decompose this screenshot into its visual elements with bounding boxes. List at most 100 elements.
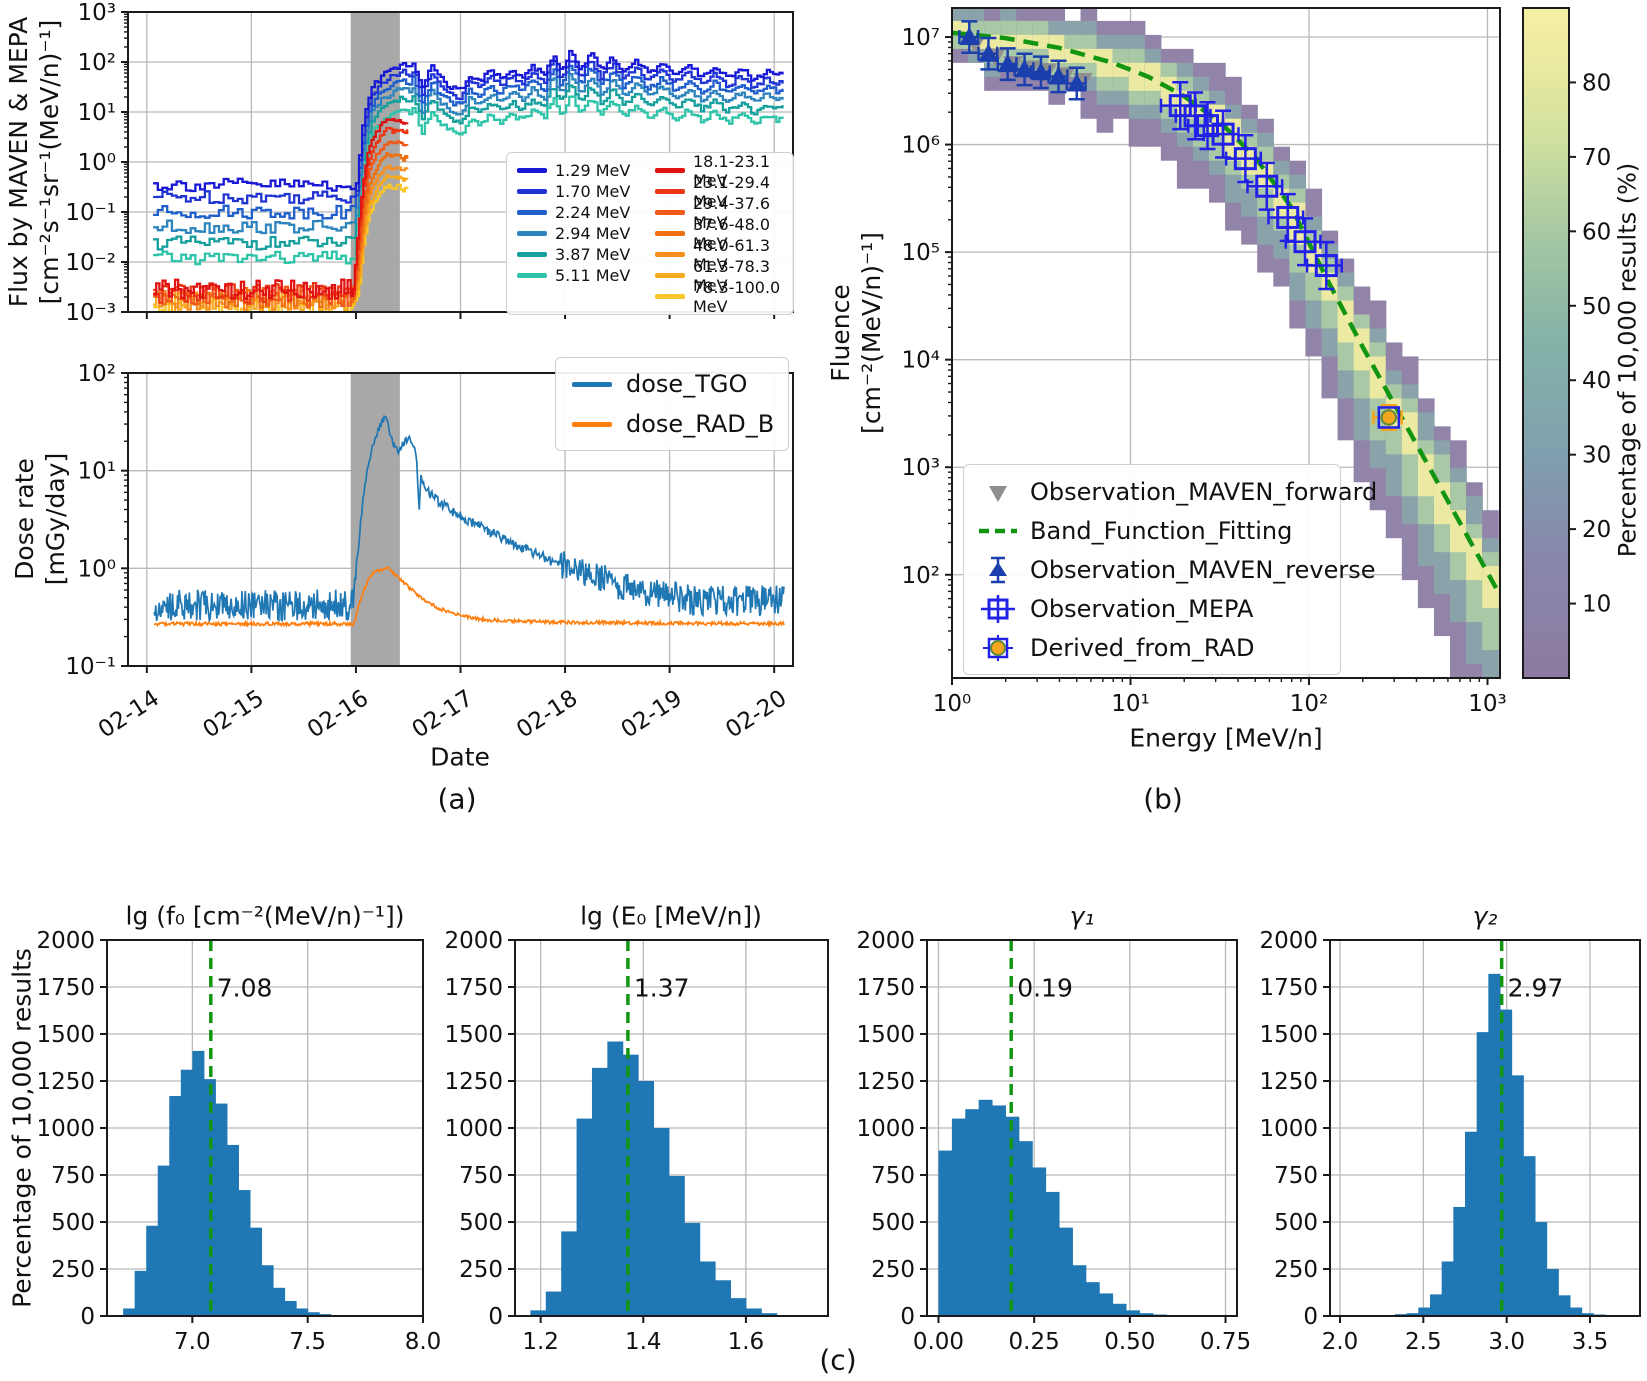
legend-label: 5.11 MeV bbox=[555, 266, 631, 285]
svg-text:500: 500 bbox=[871, 1210, 915, 1236]
legend-label: 3.87 MeV bbox=[555, 245, 631, 264]
svg-text:1.2: 1.2 bbox=[522, 1329, 559, 1355]
flux-y-axis-label-line2: [cm⁻²s⁻¹sr⁻¹(MeV/n)⁻¹] bbox=[35, 19, 64, 305]
square-cross-icon bbox=[981, 594, 1015, 623]
flux-legend-mepa-column: 18.1-23.1 MeV 23.1-29.4 MeV 29.4-37.6 MeV 3… bbox=[655, 152, 783, 316]
svg-text:10³: 10³ bbox=[902, 455, 941, 481]
svg-text:250: 250 bbox=[871, 1257, 915, 1283]
svg-text:02-14: 02-14 bbox=[94, 685, 164, 743]
legend-item-61-3-78-3-MeV: 61.3-78.3 MeV bbox=[655, 257, 783, 295]
svg-text:750: 750 bbox=[1274, 1163, 1318, 1189]
legend-item-mepa: Observation_MEPA bbox=[976, 592, 1328, 625]
tri-down-gray-icon bbox=[989, 485, 1007, 502]
legend-line-swatch bbox=[517, 231, 547, 236]
svg-text:10⁰: 10⁰ bbox=[78, 556, 117, 582]
legend-item-78-3-100-0-MeV: 78.3-100.0 MeV bbox=[655, 278, 783, 316]
svg-text:1750: 1750 bbox=[856, 975, 915, 1001]
svg-text:80: 80 bbox=[1582, 70, 1611, 96]
svg-text:10⁰: 10⁰ bbox=[933, 691, 972, 717]
legend-label: dose_TGO bbox=[626, 370, 748, 398]
svg-text:1250: 1250 bbox=[1259, 1069, 1318, 1095]
svg-text:2000: 2000 bbox=[856, 928, 915, 954]
svg-text:10²: 10² bbox=[78, 50, 117, 76]
svg-text:1.6: 1.6 bbox=[728, 1329, 765, 1355]
legend-item-3-87-MeV: 3.87 MeV bbox=[517, 245, 645, 264]
energy-x-axis-label: Energy [MeV/n] bbox=[1129, 723, 1323, 753]
colorbar: 10 20 30 40 50 60 70 80 bbox=[1522, 7, 1611, 679]
legend-label: 37.6-48.0 MeV bbox=[693, 214, 771, 253]
svg-text:10⁶: 10⁶ bbox=[902, 133, 941, 159]
legend-item-29-4-37-6-MeV: 29.4-37.6 MeV bbox=[655, 194, 783, 232]
svg-text:02-19: 02-19 bbox=[617, 685, 687, 743]
flux-legend-maven-column: 1.29 MeV 1.70 MeV 2.24 MeV 2.94 MeV 3.87 MeV… bbox=[517, 161, 645, 305]
legend-label: 61.3-78.3 MeV bbox=[693, 256, 771, 295]
svg-text:1250: 1250 bbox=[444, 1069, 503, 1095]
svg-text:1750: 1750 bbox=[1259, 975, 1318, 1001]
legend-line-swatch bbox=[655, 252, 685, 257]
flux-legend: 1.29 MeV 1.70 MeV 2.24 MeV 2.94 MeV 3.87 MeV… bbox=[506, 152, 794, 316]
legend-line-swatch bbox=[517, 189, 547, 194]
legend-label: 18.1-23.1 MeV bbox=[693, 151, 771, 190]
svg-text:750: 750 bbox=[871, 1163, 915, 1189]
svg-text:10¹: 10¹ bbox=[78, 459, 117, 485]
svg-text:02-15: 02-15 bbox=[198, 685, 268, 743]
svg-text:10: 10 bbox=[1582, 592, 1611, 618]
legend-label: 23.1-29.4 MeV bbox=[693, 172, 771, 211]
svg-text:60: 60 bbox=[1582, 219, 1611, 245]
svg-text:10²: 10² bbox=[1290, 691, 1329, 717]
legend-label: 2.94 MeV bbox=[555, 224, 631, 243]
tri-up-blue-icon bbox=[989, 556, 1007, 583]
svg-text:10⁻²: 10⁻² bbox=[65, 250, 116, 276]
svg-text:0.25: 0.25 bbox=[1009, 1329, 1060, 1355]
flux-y-axis-label: Flux by MAVEN & MEPA [cm⁻²s⁻¹sr⁻¹(MeV/n)… bbox=[3, 17, 65, 308]
svg-text:0.19: 0.19 bbox=[1017, 973, 1073, 1002]
legend-label: dose_RAD_B bbox=[626, 410, 775, 438]
fluence-y-axis-label-line1: Fluence bbox=[826, 284, 855, 382]
svg-text:250: 250 bbox=[459, 1257, 503, 1283]
svg-text:10²: 10² bbox=[78, 361, 117, 387]
legend-label: 78.3-100.0 MeV bbox=[693, 277, 781, 316]
svg-text:02-18: 02-18 bbox=[512, 685, 582, 743]
fluence-y-axis-label-line2: [cm⁻²(MeV/n)⁻¹] bbox=[857, 232, 886, 434]
legend-item-18-1-23-1-MeV: 18.1-23.1 MeV bbox=[655, 152, 783, 190]
legend-item-maven-reverse: Observation_MAVEN_reverse bbox=[976, 553, 1375, 586]
svg-text:2000: 2000 bbox=[444, 928, 503, 954]
svg-text:7.0: 7.0 bbox=[174, 1329, 211, 1355]
svg-text:1750: 1750 bbox=[444, 975, 503, 1001]
svg-text:7.08: 7.08 bbox=[217, 973, 273, 1002]
svg-text:10¹: 10¹ bbox=[1111, 691, 1150, 717]
svg-text:1.4: 1.4 bbox=[625, 1329, 662, 1355]
circle-square-icon bbox=[983, 634, 1013, 661]
legend-label: Observation_MAVEN_forward bbox=[1030, 477, 1378, 506]
legend-item-dose_tgo: dose_TGO bbox=[572, 370, 772, 398]
dose-legend: dose_TGO dose_RAD_B bbox=[555, 357, 789, 451]
legend-item-5-11-MeV: 5.11 MeV bbox=[517, 266, 645, 285]
svg-text:1000: 1000 bbox=[36, 1116, 95, 1142]
colorbar-label: Percentage of 10,000 results (%) bbox=[1613, 162, 1642, 558]
legend-line-swatch bbox=[572, 381, 612, 387]
legend-line-swatch bbox=[655, 273, 685, 278]
legend-label: 1.29 MeV bbox=[555, 161, 631, 180]
svg-text:0: 0 bbox=[488, 1304, 503, 1330]
fluence-y-axis-label: Fluence [cm⁻²(MeV/n)⁻¹] bbox=[825, 232, 887, 434]
svg-text:500: 500 bbox=[51, 1210, 95, 1236]
svg-text:0: 0 bbox=[80, 1304, 95, 1330]
svg-text:250: 250 bbox=[51, 1257, 95, 1283]
svg-text:10⁵: 10⁵ bbox=[902, 240, 941, 266]
legend-item-2-24-MeV: 2.24 MeV bbox=[517, 203, 645, 222]
legend-label: 1.70 MeV bbox=[555, 182, 631, 201]
legend-label: Derived_from_RAD bbox=[1030, 633, 1255, 662]
legend-label: Band_Function_Fitting bbox=[1030, 516, 1293, 545]
svg-text:10³: 10³ bbox=[1468, 691, 1507, 717]
hist-y-axis-label: Percentage of 10,000 results bbox=[7, 948, 37, 1308]
svg-text:750: 750 bbox=[459, 1163, 503, 1189]
legend-label: Observation_MEPA bbox=[1030, 594, 1254, 623]
legend-line-swatch bbox=[655, 168, 685, 173]
svg-text:250: 250 bbox=[1274, 1257, 1318, 1283]
hist_f0-chart: 7.08 7.0 7.5 8.0 2000 1750 1500 1250 1000 750 500 2… bbox=[36, 928, 441, 1355]
svg-text:10¹: 10¹ bbox=[78, 100, 117, 126]
svg-text:1000: 1000 bbox=[856, 1116, 915, 1142]
svg-text:1500: 1500 bbox=[444, 1022, 503, 1048]
